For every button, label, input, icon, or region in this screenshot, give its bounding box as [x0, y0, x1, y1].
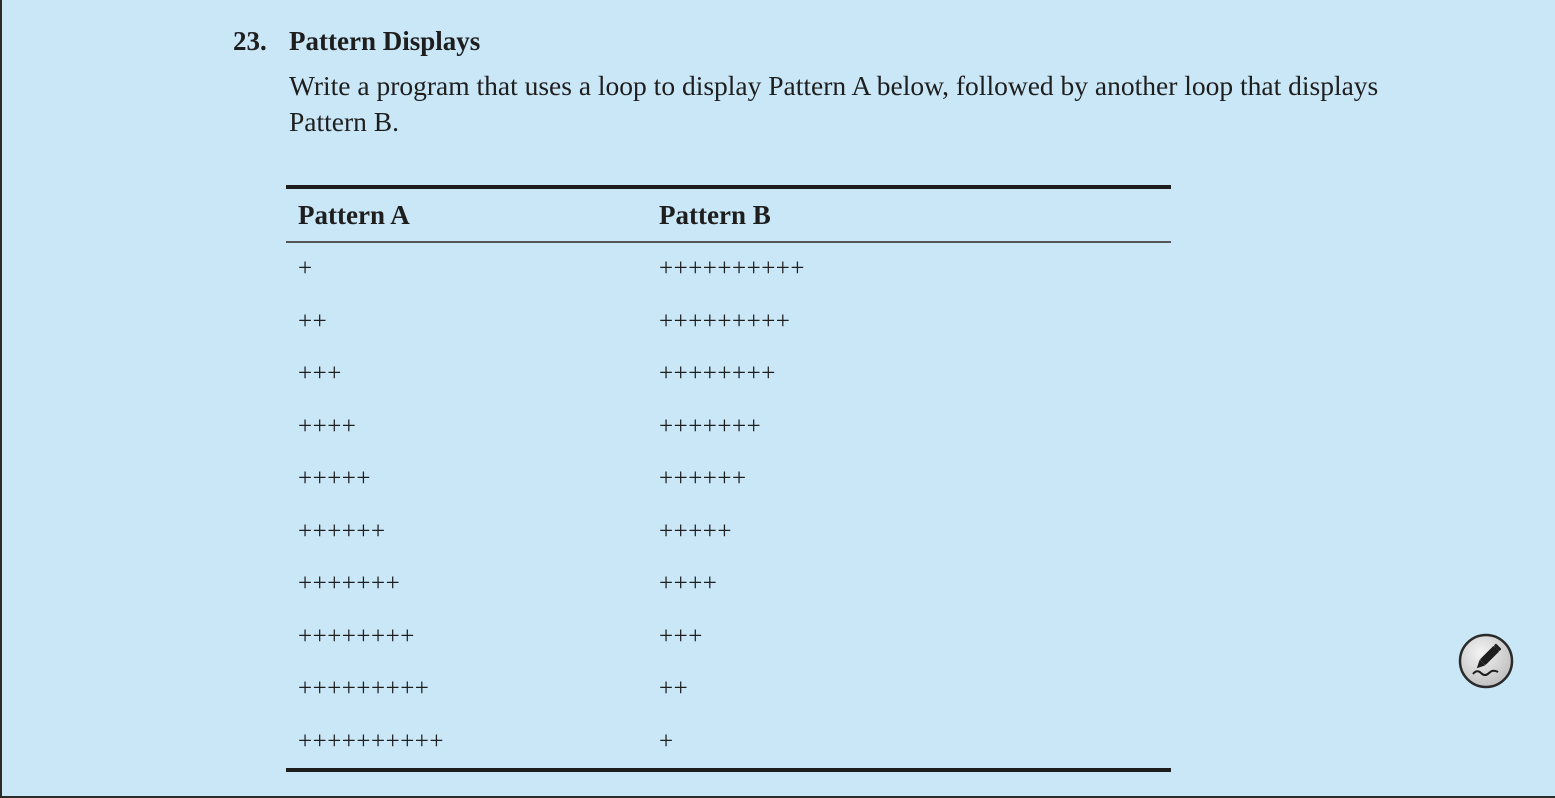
pattern-b-cell: +++++++++	[659, 307, 791, 335]
pattern-b-cell: ++++++	[659, 465, 747, 493]
pattern-a-cell: +	[298, 255, 313, 283]
pattern-a-cell: ++++++	[298, 517, 386, 545]
pattern-b-cell: +++	[659, 622, 703, 650]
pattern-a-cell: ++++	[298, 412, 357, 440]
exercise-number: 23.	[233, 26, 267, 56]
table-row: ++++++ +++++	[286, 506, 1171, 559]
table-row: +++++++ ++++	[286, 558, 1171, 611]
pattern-b-cell: +++++++	[659, 412, 762, 440]
table-row: + ++++++++++	[286, 243, 1171, 296]
table-row: +++++ ++++++	[286, 453, 1171, 506]
table-row: +++++++++ ++	[286, 663, 1171, 716]
pattern-a-cell: ++++++++	[298, 622, 415, 650]
table-header: Pattern A Pattern B	[286, 189, 1171, 243]
pattern-a-cell: +++++++	[298, 570, 401, 598]
pattern-a-cell: +++	[298, 360, 342, 388]
table-row: +++ ++++++++	[286, 348, 1171, 401]
header-pattern-a: Pattern A	[298, 199, 410, 230]
exercise-title: Pattern Displays	[289, 26, 481, 56]
table-body: + ++++++++++ ++ +++++++++ +++ ++++++++ +…	[286, 243, 1171, 768]
header-pattern-b: Pattern B	[659, 199, 771, 230]
pattern-b-cell: ++++++++++	[659, 255, 805, 283]
pattern-a-cell: ++++++++++	[298, 727, 444, 755]
pattern-b-cell: +	[659, 727, 674, 755]
exercise-prompt: Write a program that uses a loop to disp…	[289, 70, 1379, 137]
table-row: ++++++++++ +	[286, 716, 1171, 769]
pattern-b-cell: +++++	[659, 517, 732, 545]
pattern-a-cell: +++++	[298, 465, 371, 493]
pattern-b-cell: ++	[659, 675, 689, 703]
exercise-block: 23. Pattern Displays Write a program tha…	[233, 24, 1413, 140]
table-row: ++++ +++++++	[286, 401, 1171, 454]
pattern-a-cell: +++++++++	[298, 675, 430, 703]
table-row: ++ +++++++++	[286, 296, 1171, 349]
pattern-a-cell: ++	[298, 307, 328, 335]
pattern-b-cell: ++++	[659, 570, 718, 598]
exercise-heading: 23. Pattern Displays	[233, 24, 1413, 58]
pattern-b-cell: ++++++++	[659, 360, 776, 388]
table-row: ++++++++ +++	[286, 611, 1171, 664]
pattern-table: Pattern A Pattern B + ++++++++++ ++ ++++…	[286, 185, 1171, 772]
pen-signature-icon[interactable]	[1457, 632, 1515, 690]
